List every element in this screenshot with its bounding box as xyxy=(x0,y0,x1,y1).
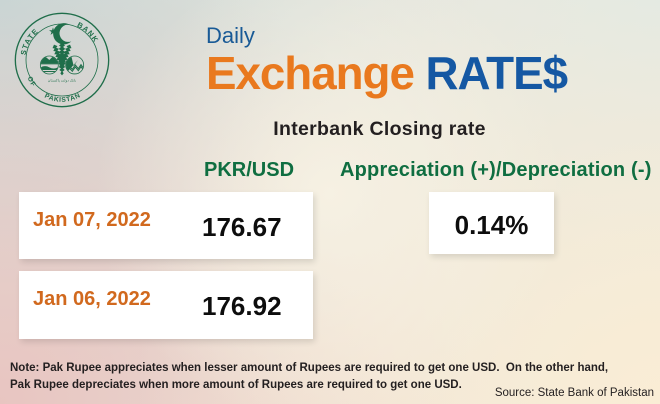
svg-text:BANK: BANK xyxy=(76,20,101,44)
svg-text:STATE: STATE xyxy=(19,26,41,55)
svg-text:بانک دولت پاکستان: بانک دولت پاکستان xyxy=(48,77,76,82)
svg-text:OF: OF xyxy=(26,76,37,89)
